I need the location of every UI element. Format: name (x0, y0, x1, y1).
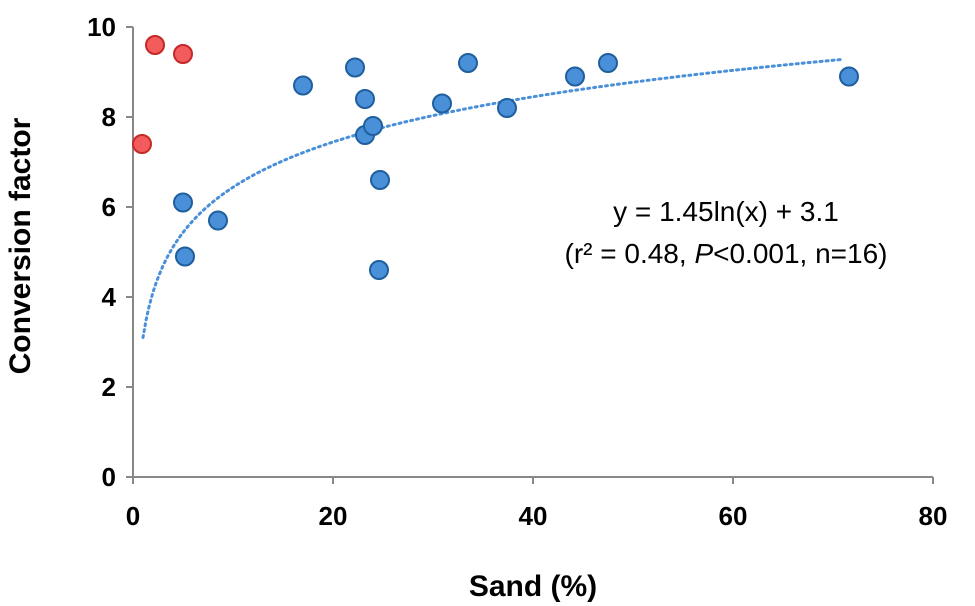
y-tick-label: 2 (102, 372, 116, 402)
data-point-blue (432, 93, 452, 114)
x-tick-label: 40 (519, 501, 548, 531)
data-point-red (145, 35, 165, 55)
y-tick-label: 6 (102, 192, 116, 222)
y-tick-label: 0 (102, 462, 116, 492)
x-tick-label: 20 (319, 501, 348, 531)
data-point-blue (293, 75, 313, 96)
x-tick-label: 60 (719, 501, 748, 531)
data-point-blue (369, 260, 389, 280)
data-point-blue (173, 192, 193, 213)
data-point-blue (598, 53, 618, 73)
data-point-blue (363, 116, 383, 136)
points-layer (132, 35, 859, 280)
data-point-blue (355, 89, 375, 109)
y-tick-label: 4 (102, 282, 117, 312)
data-point-blue (458, 53, 478, 73)
data-point-blue (175, 246, 195, 267)
data-point-blue (208, 210, 228, 231)
equation-label: y = 1.45ln(x) + 3.1 (613, 196, 839, 227)
x-axis-title: Sand (%) (469, 570, 597, 603)
y-axis-title: Conversion factor (4, 117, 37, 374)
data-point-red (173, 44, 193, 64)
data-point-blue (370, 170, 390, 190)
y-tick-label: 8 (102, 102, 116, 132)
data-point-blue (345, 57, 365, 78)
x-tick-label: 0 (126, 501, 140, 531)
x-tick-label: 80 (919, 501, 948, 531)
y-tick-label: 10 (87, 12, 116, 42)
stats-prefix: (r² = 0.48, (565, 238, 695, 269)
data-point-blue (839, 66, 859, 87)
stats-label: (r² = 0.48, P<0.001, n=16) (565, 238, 888, 269)
stats-suffix: <0.001, n=16) (713, 238, 887, 269)
y-ticks: 0 2 4 6 8 10 (87, 12, 133, 492)
x-ticks: 0 20 40 60 80 (126, 477, 948, 531)
data-point-blue (565, 66, 585, 87)
data-point-blue (497, 98, 517, 118)
data-point-red (132, 134, 152, 154)
stats-p-italic: P (694, 238, 713, 269)
trendline (141, 57, 845, 339)
